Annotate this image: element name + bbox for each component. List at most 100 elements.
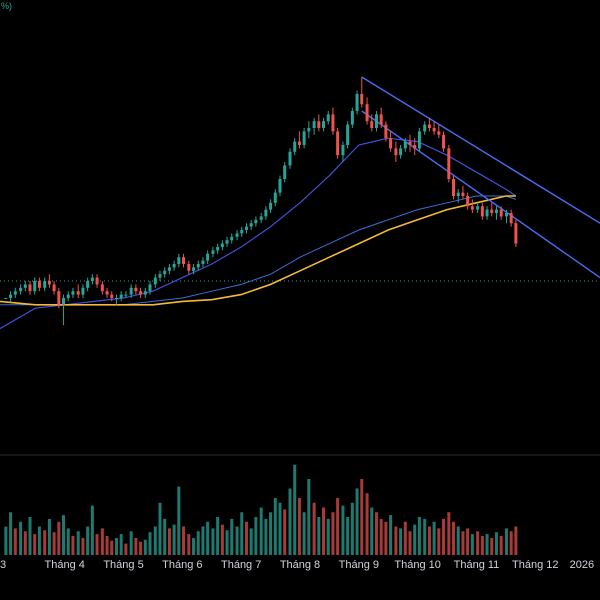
candle <box>225 236 229 247</box>
candle <box>13 287 17 298</box>
volume-bar <box>110 540 114 555</box>
volume-bar <box>47 518 51 555</box>
candle <box>158 270 162 281</box>
channel-lower-line[interactable] <box>361 110 600 279</box>
candle-body <box>201 260 205 264</box>
candle-body <box>355 94 359 111</box>
x-tick-label: Tháng 5 <box>103 559 143 571</box>
candle-body <box>211 250 215 254</box>
candle-body <box>95 277 99 285</box>
candle <box>167 264 171 275</box>
candle <box>19 284 23 295</box>
candle <box>423 121 427 135</box>
candle <box>350 107 354 128</box>
x-tick-label: Tháng 10 <box>394 559 440 571</box>
volume-bar <box>442 518 446 555</box>
volume-bar <box>302 512 306 555</box>
volume-bar <box>403 521 407 555</box>
candle-body <box>206 253 210 261</box>
candle-body <box>432 128 436 132</box>
volume-bar <box>158 502 162 555</box>
candle-body <box>172 264 176 268</box>
candle <box>47 274 51 288</box>
candle <box>346 121 350 149</box>
candle-body <box>148 284 152 292</box>
candle-body <box>124 294 128 296</box>
candle <box>360 77 364 108</box>
candle <box>470 199 474 213</box>
candle-body <box>346 124 350 145</box>
candle-body <box>187 264 191 271</box>
candle-body <box>374 114 378 128</box>
volume-bar <box>408 531 412 555</box>
candle-body <box>100 284 104 292</box>
candle <box>322 117 326 132</box>
candle-body <box>240 230 244 234</box>
volume-bar <box>490 537 494 555</box>
volume-bar <box>225 530 229 555</box>
volume-bar <box>37 526 41 555</box>
candle-body <box>423 124 427 132</box>
candle <box>504 209 508 224</box>
candle <box>235 230 239 241</box>
candle <box>28 281 32 295</box>
trend-channel[interactable] <box>361 76 600 279</box>
candle-body <box>177 257 181 264</box>
candle <box>206 250 210 264</box>
volume-bar <box>206 521 210 555</box>
volume-bar <box>100 528 104 555</box>
candle <box>394 141 398 162</box>
volume-bar <box>374 512 378 555</box>
volume-bar <box>326 518 330 555</box>
candle <box>302 128 306 149</box>
candle-body <box>341 145 345 156</box>
candle <box>66 291 70 302</box>
candle <box>192 264 196 275</box>
candle <box>317 114 321 132</box>
candle-body <box>264 209 268 217</box>
candle <box>37 277 41 292</box>
x-tick-label: Tháng 6 <box>162 559 202 571</box>
channel-upper-line[interactable] <box>361 76 600 224</box>
candle-body <box>476 206 480 210</box>
volume-bar <box>365 493 369 555</box>
candle <box>399 145 403 159</box>
candle-body <box>192 267 196 271</box>
volume-bar <box>360 479 364 555</box>
candle-body <box>384 124 388 139</box>
candle-body <box>452 179 456 196</box>
volume-bar <box>476 531 480 555</box>
volume-bar <box>187 534 191 555</box>
candle <box>283 162 287 183</box>
candle <box>220 240 224 251</box>
x-tick-label: Tháng 12 <box>512 559 558 571</box>
candle-body <box>259 216 263 220</box>
volume-bar <box>143 539 147 555</box>
volume-bar <box>76 531 80 555</box>
volume-bar <box>379 518 383 555</box>
candle <box>201 257 205 268</box>
candle <box>76 284 80 298</box>
candle-body <box>466 196 470 207</box>
volume-bar <box>52 532 56 555</box>
candle <box>244 223 248 234</box>
candle <box>341 141 345 162</box>
candle-body <box>322 121 326 128</box>
candle-body <box>403 141 407 149</box>
volume-bar <box>480 536 484 555</box>
candle-body <box>389 138 393 149</box>
candle-body <box>66 294 70 298</box>
volume-bar <box>124 543 128 555</box>
candle <box>413 138 417 156</box>
volume-bar <box>28 517 32 555</box>
volume-bar <box>66 528 70 555</box>
candle-body <box>254 219 258 224</box>
candle <box>134 284 138 295</box>
volume-bar <box>259 507 263 555</box>
candle-body <box>47 281 51 285</box>
candle-body <box>33 281 37 292</box>
volume-bar <box>336 498 340 555</box>
volume-bar <box>23 531 27 555</box>
volume-bar <box>470 534 474 555</box>
